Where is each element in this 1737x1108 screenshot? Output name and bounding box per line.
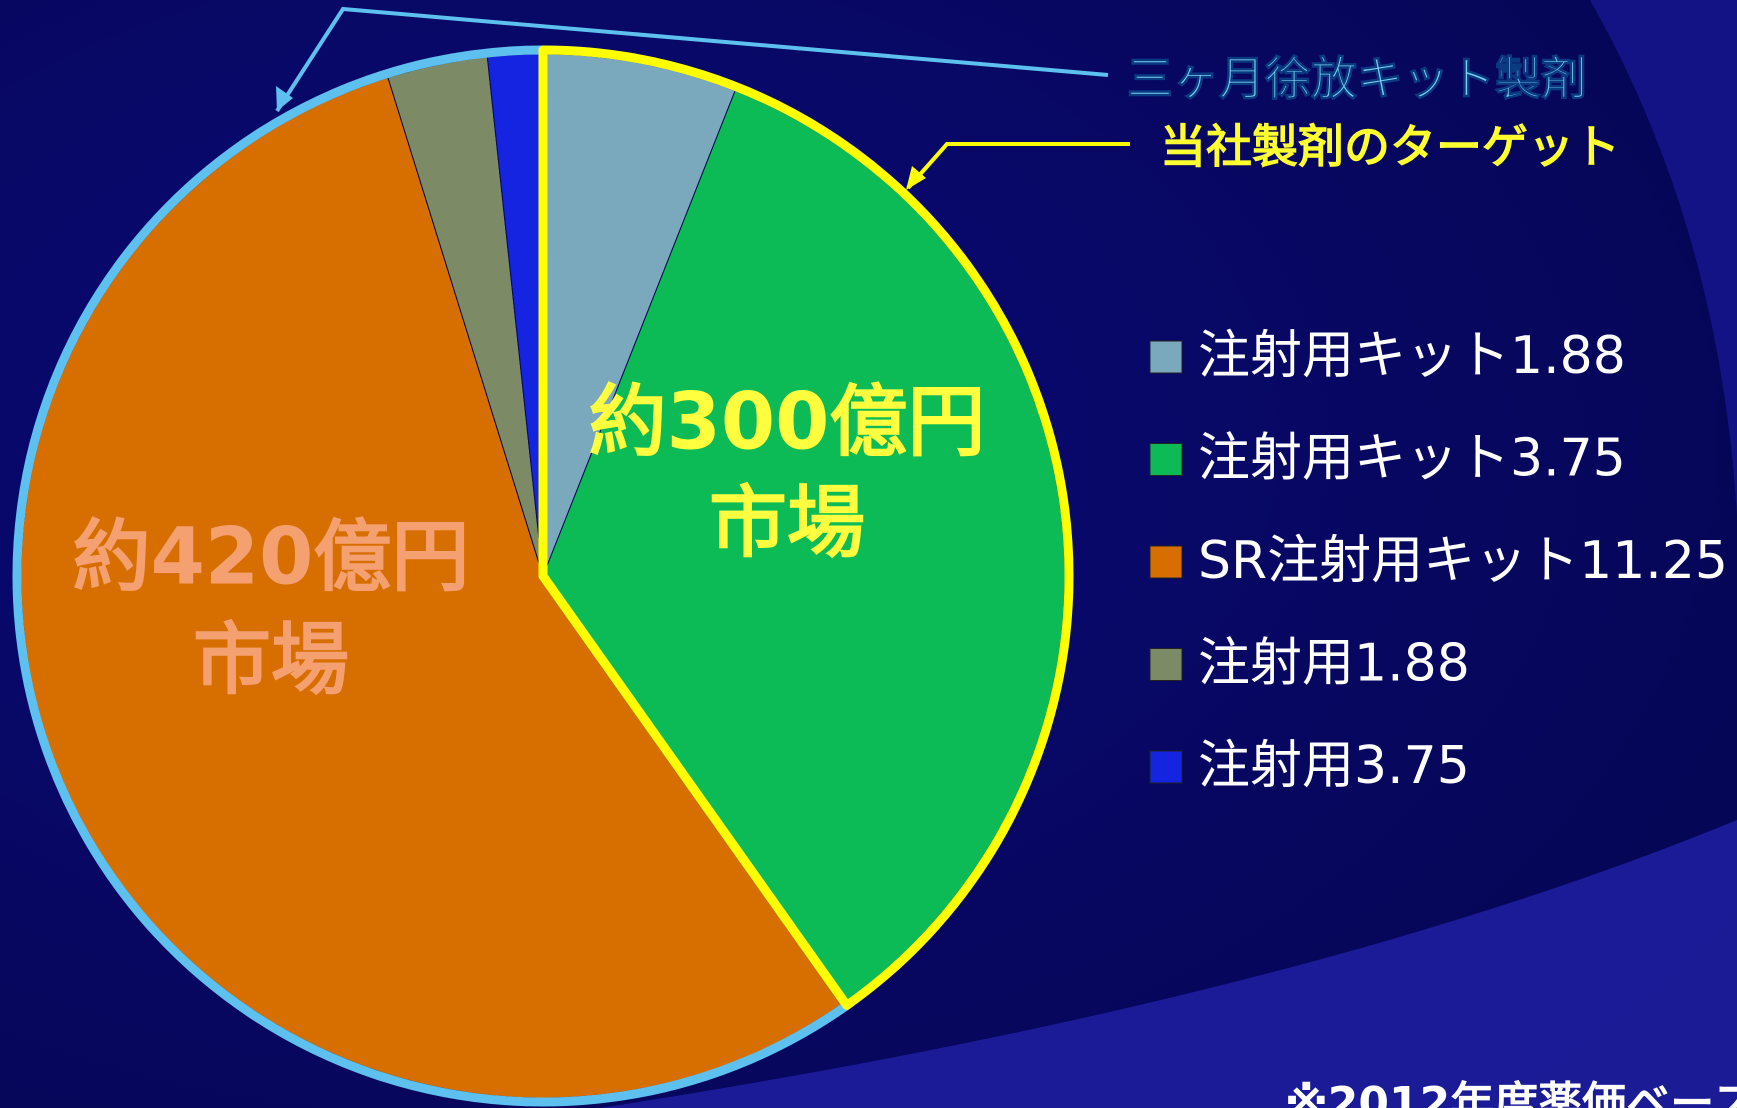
legend-swatch (1149, 340, 1183, 374)
slice-annotation: 市場 (193, 615, 349, 705)
legend-label: 注射用キット1.88 (1198, 326, 1626, 386)
legend-label: SR注射用キット11.25 (1198, 531, 1728, 591)
kit-callout (275, 6, 1109, 113)
arrowhead (276, 86, 293, 111)
footnote: ※2012年度薬価ベース (1285, 1078, 1737, 1108)
slice-annotation: 約420億円 (73, 512, 470, 602)
legend: 注射用キット1.88 注射用キット3.75 SR注射用キット11.25 注射用1.88… (1149, 326, 1728, 796)
annotation: 三ヶ月徐放キット製剤 (1127, 52, 1587, 106)
slice-annotation: 約300億円 (589, 377, 986, 467)
legend-swatch (1149, 443, 1183, 476)
annotation: 当社製剤のターゲット (1160, 120, 1620, 174)
slice-annotation: 市場 (709, 478, 865, 568)
arrowhead (906, 166, 926, 190)
callout-line (906, 142, 1130, 190)
group-outline (12, 45, 852, 1107)
legend-swatch (1149, 545, 1183, 579)
legend-label: 注射用3.75 (1198, 736, 1470, 796)
pie (12, 45, 1074, 1107)
legend-label: 注射用キット3.75 (1198, 429, 1626, 489)
background-swoosh (1590, 0, 1737, 700)
legend-swatch (1149, 648, 1183, 681)
group-outline (538, 45, 1074, 1010)
target-callout (906, 142, 1130, 190)
legend-label: 注射用1.88 (1198, 634, 1470, 694)
legend-swatch (1149, 750, 1183, 784)
background-swoosh (600, 820, 1737, 1108)
callout-line (275, 6, 1109, 113)
